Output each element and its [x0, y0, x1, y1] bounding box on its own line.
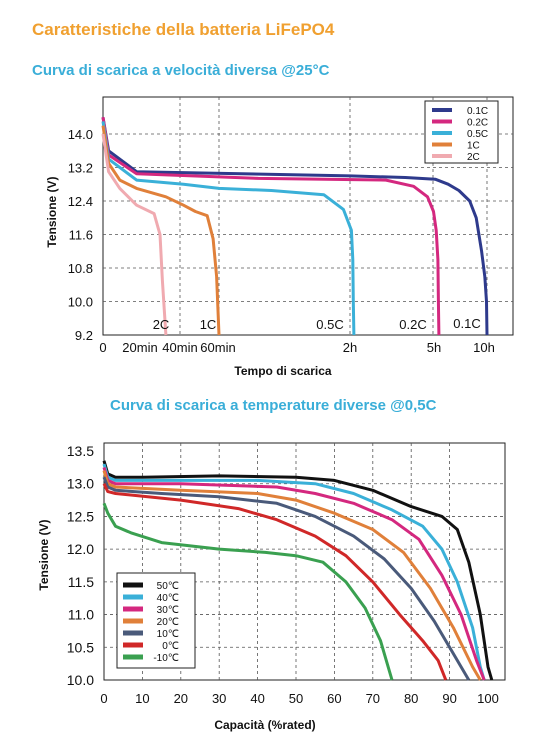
- chart1-legend-label: 0.5C: [467, 129, 488, 140]
- chart1-series-end-label: 0.1C: [453, 316, 480, 331]
- chart1-legend-label: 2C: [467, 152, 480, 163]
- chart1-xtick-label: 20min: [122, 340, 157, 355]
- chart1-xtick-label: 0: [99, 340, 106, 355]
- chart2-ytick-label: 11.0: [68, 607, 94, 623]
- chart2-xtick-label: 60: [327, 691, 341, 706]
- chart2-xtick-label: 70: [366, 691, 380, 706]
- chart1-series-line: [101, 125, 221, 336]
- chart1-xtick-label: 5h: [427, 340, 441, 355]
- chart2-series-line: [102, 483, 448, 681]
- chart1-series-end-label: 0.2C: [399, 317, 426, 332]
- chart2-legend-label: 30℃: [157, 605, 179, 616]
- page-title: Caratteristiche della batteria LiFePO4: [32, 20, 335, 39]
- chart2-ytick-label: 13.5: [67, 443, 94, 459]
- chart1-xtick-label: 60min: [200, 340, 235, 355]
- chart1-series-end-label: 0.5C: [316, 317, 343, 332]
- chart2-xtick-label: 30: [212, 691, 226, 706]
- chart2-legend-label: 20℃: [157, 617, 179, 628]
- chart1-series-line: [101, 133, 168, 336]
- chart2-frame: [103, 442, 506, 681]
- chart2-title: Curva di scarica a temperature diverse @…: [110, 397, 437, 414]
- chart2-ytick-label: 12.0: [67, 541, 94, 557]
- chart2-ytick-label: 13.0: [67, 476, 94, 492]
- chart2-series-line: [102, 460, 494, 681]
- chart2-ytick-label: 10.5: [67, 639, 94, 655]
- chart1-legend-label: 0.2C: [467, 118, 488, 129]
- chart2-xlabel: Capacità (%rated): [214, 718, 315, 732]
- chart1-ytick-label: 13.2: [68, 161, 93, 176]
- chart1-ytick-label: 11.6: [69, 228, 93, 243]
- chart2-xtick-label: 20: [174, 691, 188, 706]
- chart1-legend-label: 0.1C: [467, 106, 488, 117]
- chart2-legend-label: 0℃: [162, 641, 179, 652]
- chart2-xtick-label: 10: [135, 691, 149, 706]
- chart1-series-line: [101, 116, 441, 336]
- chart2-xtick-label: 40: [250, 691, 264, 706]
- chart2-ytick-label: 10.0: [67, 672, 94, 688]
- chart1-xtick-label: 10h: [473, 340, 495, 355]
- chart1-legend-label: 1C: [467, 141, 480, 152]
- chart1-series-line: [101, 121, 356, 336]
- chart2-ylabel: Tensione (V): [37, 519, 51, 590]
- chart1-ytick-label: 9.2: [75, 328, 93, 343]
- chart2-series-line: [102, 466, 486, 681]
- chart1-xtick-label: 2h: [343, 340, 357, 355]
- chart1-ylabel: Tensione (V): [45, 176, 59, 247]
- chart2-legend-label: 40℃: [157, 593, 179, 604]
- chart1-series-line: [101, 116, 489, 336]
- chart2-series-line: [102, 502, 394, 681]
- chart2-ytick-label: 12.5: [67, 508, 94, 524]
- chart1-ytick-label: 14.0: [68, 127, 93, 142]
- chart1-ytick-label: 10.0: [68, 295, 93, 310]
- chart2-xtick-label: 90: [442, 691, 456, 706]
- chart1-frame: [102, 96, 514, 336]
- chart1-ytick-label: 12.4: [68, 194, 93, 209]
- chart2-xtick-label: 50: [289, 691, 303, 706]
- chart2-xtick-label: 100: [477, 691, 499, 706]
- chart2-legend-label: 50℃: [157, 581, 179, 592]
- chart2-ytick-label: 11.5: [68, 574, 94, 590]
- chart1-xlabel: Tempo di scarica: [234, 364, 331, 378]
- chart2-legend-label: 10℃: [157, 629, 179, 640]
- chart1-xtick-label: 40min: [162, 340, 197, 355]
- chart1-series-end-label: 2C: [153, 317, 170, 332]
- chart1-title: Curva di scarica a velocità diversa @25°…: [32, 62, 330, 79]
- chart2-legend-label: -10℃: [153, 653, 179, 664]
- chart2-series-line: [102, 470, 482, 681]
- chart2-series-line: [102, 463, 486, 681]
- chart1-ytick-label: 10.8: [68, 261, 93, 276]
- chart2-xtick-label: 80: [404, 691, 418, 706]
- chart1-series-end-label: 1C: [200, 317, 217, 332]
- chart2-series-line: [102, 476, 471, 681]
- chart2-xtick-label: 0: [100, 691, 107, 706]
